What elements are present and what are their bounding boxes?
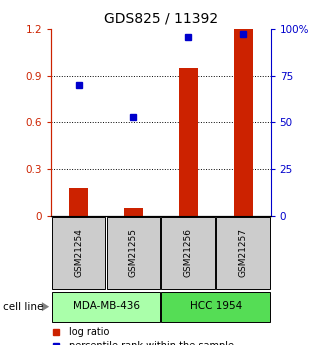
Bar bbox=[107, 217, 160, 289]
Text: GSM21255: GSM21255 bbox=[129, 228, 138, 277]
Bar bbox=[161, 292, 270, 322]
Bar bbox=[234, 29, 253, 216]
Text: cell line: cell line bbox=[3, 302, 44, 312]
Text: GSM21257: GSM21257 bbox=[239, 228, 248, 277]
Bar bbox=[161, 217, 215, 289]
Title: GDS825 / 11392: GDS825 / 11392 bbox=[104, 11, 218, 26]
Text: MDA-MB-436: MDA-MB-436 bbox=[73, 301, 140, 311]
Bar bbox=[52, 292, 160, 322]
Text: percentile rank within the sample: percentile rank within the sample bbox=[69, 341, 234, 345]
Text: GSM21256: GSM21256 bbox=[184, 228, 193, 277]
Bar bbox=[179, 68, 198, 216]
Bar bbox=[69, 188, 88, 216]
Text: GSM21254: GSM21254 bbox=[74, 228, 83, 277]
Bar bbox=[124, 208, 143, 216]
Text: HCC 1954: HCC 1954 bbox=[190, 301, 242, 311]
Polygon shape bbox=[42, 302, 49, 311]
Text: log ratio: log ratio bbox=[69, 326, 109, 336]
Bar bbox=[52, 217, 106, 289]
Bar bbox=[216, 217, 270, 289]
